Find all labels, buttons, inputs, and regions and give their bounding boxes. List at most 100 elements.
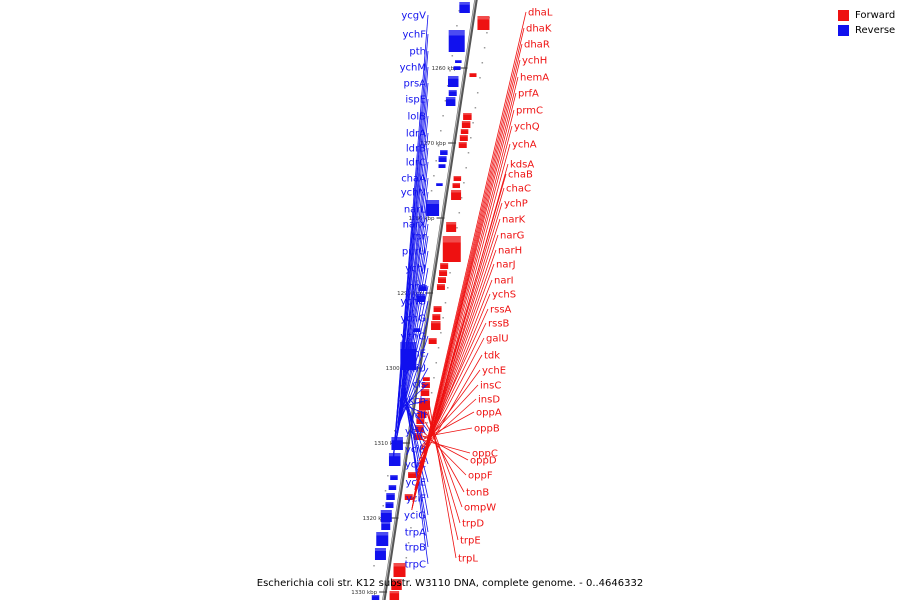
reverse-gene-label: cls bbox=[413, 380, 427, 391]
gene-block-shine bbox=[380, 510, 392, 513]
forward-gene-block bbox=[469, 73, 477, 77]
reverse-gene-block bbox=[438, 164, 446, 168]
reverse-gene-label: yciE bbox=[405, 478, 426, 489]
track-dot bbox=[435, 160, 437, 162]
reverse-gene-label: yciG bbox=[404, 511, 426, 522]
forward-gene-block bbox=[436, 284, 445, 290]
reverse-gene-label: purU bbox=[402, 247, 426, 258]
forward-gene-label: hemA bbox=[520, 73, 549, 84]
tick-label: 1330 kbp bbox=[351, 590, 377, 596]
reverse-leader-line bbox=[396, 250, 429, 435]
gene-block-shine bbox=[440, 150, 448, 152]
forward-gene-label: narI bbox=[494, 276, 514, 287]
forward-gene-label: ychH bbox=[522, 56, 547, 67]
forward-gene-block bbox=[459, 135, 468, 141]
track-dot bbox=[479, 77, 481, 79]
track-dot bbox=[463, 182, 465, 184]
forward-leader-line bbox=[413, 92, 517, 497]
forward-gene-block bbox=[404, 494, 413, 500]
track-dot bbox=[449, 272, 451, 274]
forward-gene-label: dhaK bbox=[526, 24, 552, 35]
gene-block-shine bbox=[452, 183, 461, 185]
gene-block-shine bbox=[446, 222, 457, 225]
forward-gene-label: narJ bbox=[496, 260, 516, 271]
forward-swatch bbox=[838, 10, 849, 21]
reverse-gene-block bbox=[416, 294, 426, 302]
track-dot bbox=[456, 227, 458, 229]
gene-block-shine bbox=[447, 76, 459, 79]
reverse-swatch bbox=[838, 25, 849, 36]
gene-block-shine bbox=[432, 314, 441, 316]
gene-block-shine bbox=[426, 200, 440, 204]
reverse-gene-label: kch bbox=[408, 396, 426, 407]
gene-block-shine bbox=[448, 90, 457, 92]
forward-gene-block bbox=[438, 277, 447, 283]
gene-block-shine bbox=[386, 493, 395, 495]
gene-block-shine bbox=[463, 113, 472, 115]
forward-gene-block bbox=[431, 321, 441, 330]
track-dot bbox=[442, 317, 444, 319]
forward-gene-label: ychS bbox=[492, 290, 516, 301]
reverse-gene-label: ispE bbox=[405, 95, 426, 106]
track-dot bbox=[437, 347, 440, 349]
reverse-gene-block bbox=[376, 532, 389, 546]
forward-leader-line bbox=[426, 407, 459, 541]
gene-block-shine bbox=[431, 321, 441, 324]
track-dot bbox=[435, 362, 438, 364]
gene-block-shine bbox=[376, 532, 389, 536]
forward-leader-line bbox=[420, 369, 481, 451]
forward-gene-block bbox=[440, 263, 449, 269]
forward-gene-label: ychA bbox=[512, 140, 537, 151]
forward-leader-line bbox=[419, 308, 489, 461]
forward-gene-label: oppF bbox=[468, 471, 493, 482]
forward-gene-block bbox=[408, 472, 417, 478]
reverse-gene-label: ychN bbox=[401, 188, 426, 199]
track-dot bbox=[444, 100, 447, 102]
track-dot bbox=[382, 505, 384, 507]
track-dot bbox=[426, 220, 428, 222]
forward-leader-line bbox=[422, 427, 473, 438]
reverse-gene-block bbox=[459, 2, 470, 13]
reverse-gene-label: narL bbox=[404, 205, 427, 216]
gene-labels: ycgV ychF pth ychM prsA ispE lolB ldrA ldrB ldrC c… bbox=[392, 8, 553, 571]
track-dot bbox=[440, 130, 442, 132]
reverse-gene-block bbox=[374, 548, 386, 560]
gene-block-shine bbox=[428, 338, 437, 340]
reverse-gene-block bbox=[380, 510, 392, 522]
reverse-gene-block bbox=[453, 66, 461, 70]
forward-leader-line bbox=[428, 399, 457, 559]
genome-axis bbox=[382, 0, 478, 600]
forward-gene-block bbox=[418, 398, 430, 410]
reverse-gene-label: ychG bbox=[400, 297, 426, 308]
gene-block-shine bbox=[415, 425, 424, 427]
forward-gene-label: insD bbox=[478, 395, 500, 406]
forward-gene-label: rssA bbox=[490, 305, 512, 316]
track-dot bbox=[442, 115, 444, 117]
track-dot bbox=[467, 152, 470, 154]
forward-gene-label: rssB bbox=[488, 319, 510, 330]
reverse-leader-line bbox=[397, 235, 429, 431]
gene-block-shine bbox=[459, 135, 468, 137]
gene-block-shine bbox=[440, 263, 449, 265]
forward-gene-block bbox=[446, 222, 457, 232]
forward-gene-label: oppC bbox=[472, 449, 498, 460]
gene-block-shine bbox=[460, 129, 469, 131]
track-dot bbox=[449, 70, 451, 72]
reverse-gene-block bbox=[390, 475, 398, 480]
track-dot bbox=[412, 512, 414, 514]
forward-gene-block bbox=[463, 113, 472, 120]
reverse-gene-label: yciA bbox=[405, 427, 426, 438]
reverse-gene-label: trpA bbox=[405, 528, 426, 539]
forward-leader-line bbox=[411, 27, 525, 509]
forward-gene-label: oppB bbox=[474, 424, 500, 435]
forward-gene-label: narH bbox=[498, 246, 522, 257]
forward-gene-block bbox=[389, 591, 400, 600]
reverse-gene-block bbox=[455, 60, 462, 63]
track-dot bbox=[465, 167, 467, 169]
gene-block-shine bbox=[458, 142, 467, 144]
track-dot bbox=[433, 377, 435, 379]
reverse-gene-label: ychG bbox=[400, 314, 426, 325]
forward-gene-label: trpE bbox=[460, 536, 481, 547]
track-dot bbox=[460, 197, 463, 199]
reverse-gene-block bbox=[381, 522, 391, 530]
